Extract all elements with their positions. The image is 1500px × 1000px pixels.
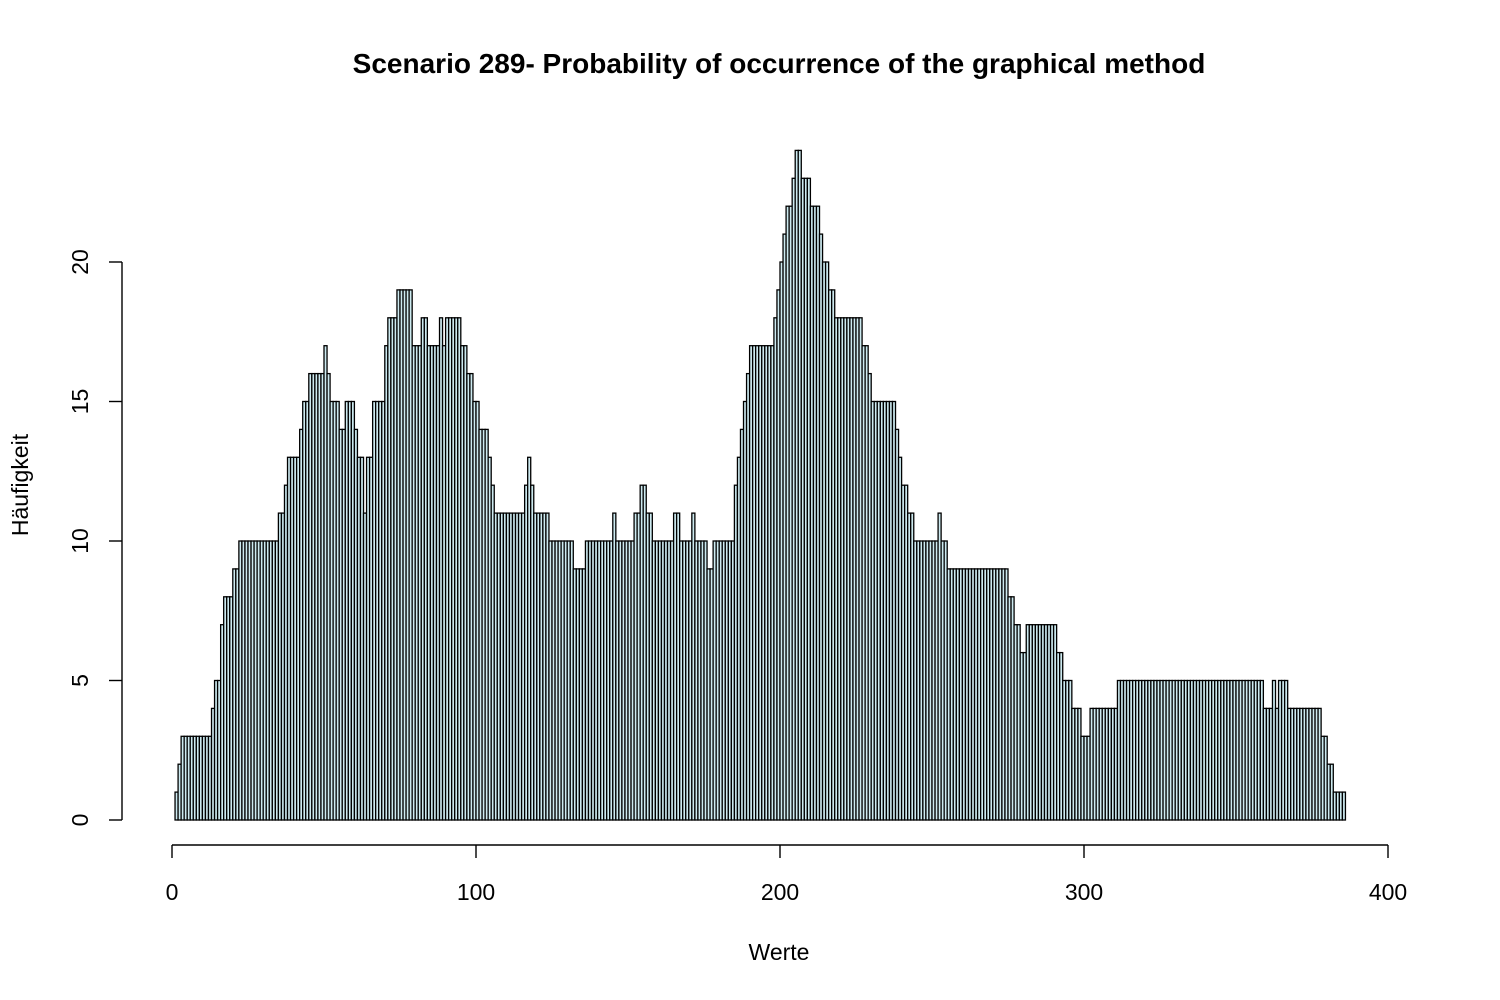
y-axis-label: Häufigkeit [7,433,33,536]
x-axis-label: Werte [749,939,810,965]
y-tick-label: 10 [67,528,93,554]
histogram-bar [1341,791,1347,821]
y-tick-label: 15 [67,389,93,415]
x-tick-label: 200 [761,879,799,905]
x-tick-label: 400 [1369,879,1407,905]
y-tick-label: 20 [67,249,93,275]
x-tick-label: 300 [1065,879,1103,905]
x-axis: 0 100 200 300 400 [166,844,1407,905]
x-tick-label: 0 [166,879,179,905]
y-tick-label: 0 [67,814,93,827]
bars-group [174,149,1347,821]
x-tick-label: 100 [457,879,495,905]
y-tick-label: 5 [67,674,93,687]
y-axis: 0 5 10 15 20 [67,249,123,827]
chart-title: Scenario 289- Probability of occurrence … [353,48,1206,79]
